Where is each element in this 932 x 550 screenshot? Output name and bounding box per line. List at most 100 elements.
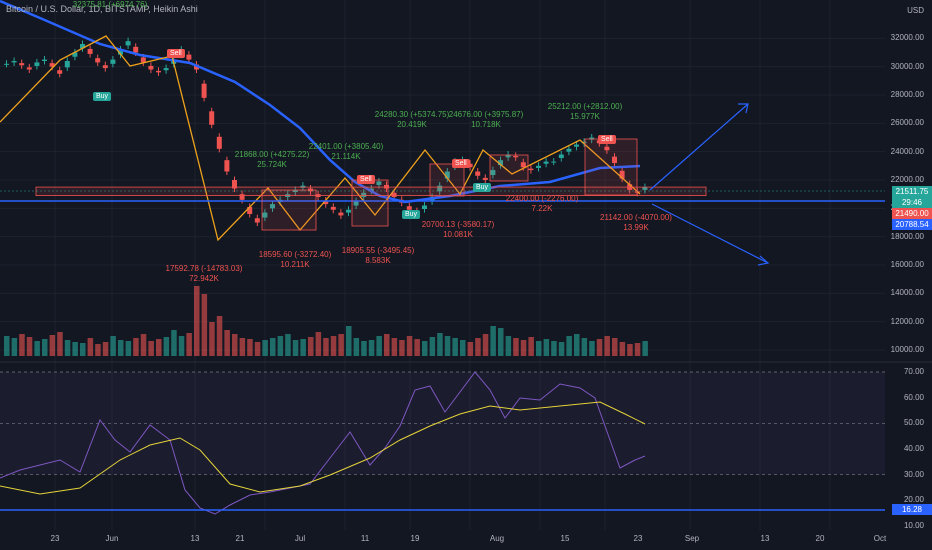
pattern-box (584, 138, 638, 196)
annotation-line: 25212.00 (+2812.00) (547, 102, 623, 111)
volume-bar (72, 342, 78, 356)
annotation-line: 20700.13 (-3580.17) (421, 220, 495, 229)
volume-bar (406, 336, 413, 356)
annotation-line: 15.977K (570, 112, 600, 121)
candle (581, 141, 587, 144)
volume-bar (194, 286, 200, 356)
volume-bar (551, 341, 557, 356)
sell-signal: Sell (452, 159, 470, 168)
candle (216, 136, 222, 149)
candle (642, 187, 648, 190)
candle (49, 63, 55, 67)
volume-bar (384, 334, 390, 356)
volume-bar (42, 339, 48, 356)
annotation-line: 22401.00 (+3805.40) (308, 142, 384, 151)
volume-bar (140, 334, 147, 356)
trade-annotation: 21142.00 (-4070.00) 13.99K (600, 213, 672, 233)
candle (574, 144, 579, 147)
volume-bar (513, 338, 519, 356)
volume-bar (224, 330, 230, 356)
volume-bar (505, 336, 512, 356)
buy-signal: Buy (473, 183, 492, 192)
volume-bar (520, 340, 527, 356)
volume-bar (361, 341, 367, 356)
candle (558, 154, 564, 159)
volume-bar (429, 337, 436, 356)
candle (232, 180, 237, 189)
volume-bar (4, 336, 10, 356)
annotation-line: 25.724K (257, 160, 287, 169)
candle (87, 48, 93, 54)
volume-bar (49, 335, 56, 356)
volume-bar (498, 328, 504, 356)
trade-annotation: 25212.00 (+2812.00) 15.977K (548, 102, 623, 122)
volume-bar (604, 336, 610, 356)
candle (528, 168, 534, 171)
projection-arrow-up (649, 103, 749, 191)
support-zone (35, 186, 707, 196)
candle (239, 194, 245, 200)
trade-annotation: 24280.30 (+5374.75) 20.419K (375, 110, 450, 130)
volume-bar (558, 342, 565, 356)
candle (118, 49, 123, 55)
annotation-line: 22400.00 (-2276.00) (505, 194, 579, 203)
candle (11, 61, 17, 63)
buy-signal: Buy (402, 210, 421, 219)
candle (551, 161, 557, 163)
candle (102, 65, 108, 69)
sell-signal: Sell (167, 49, 185, 58)
volume-bar (612, 338, 618, 356)
volume-bar (34, 341, 40, 356)
volume-bar (475, 338, 481, 356)
volume-bar (589, 341, 595, 356)
candle (490, 170, 496, 176)
candle (353, 201, 359, 206)
candle (4, 63, 9, 65)
volume-bar (133, 338, 139, 356)
pattern-box (429, 163, 465, 197)
candle (323, 200, 329, 205)
volume-bar (581, 338, 588, 356)
annotation-line: 8.583K (365, 256, 391, 265)
volume-bar (216, 316, 223, 356)
annotation-line: 10.211K (280, 260, 310, 269)
volume-bar (308, 337, 314, 356)
annotation-line: 10.718K (471, 120, 501, 129)
candle (338, 212, 344, 216)
annotation-line: 20.419K (397, 120, 427, 129)
sell-signal: Sell (598, 135, 616, 144)
volume-bar (619, 342, 626, 356)
volume-bar (270, 338, 276, 356)
candle (34, 62, 40, 66)
volume-bar (376, 336, 382, 356)
price-tick-label: 16000.00 (890, 260, 924, 269)
volume-bar (300, 339, 306, 356)
volume-bar (156, 339, 162, 356)
volume-bar (201, 294, 208, 356)
candle (42, 59, 47, 61)
price-tick-label: 18000.00 (890, 231, 924, 241)
trade-annotation: 22401.00 (+3805.40) 21.114K (309, 142, 384, 162)
candle (536, 165, 541, 168)
candle (604, 146, 610, 151)
candle (406, 206, 412, 210)
volume-bar (102, 342, 109, 356)
candle (520, 162, 526, 168)
volume-bar (399, 340, 405, 356)
last-price-badge: 21511.75 (892, 186, 932, 197)
candle (247, 206, 253, 214)
trade-annotation: 22400.00 (-2276.00) 7.22K (506, 194, 579, 214)
volume-bar (292, 340, 299, 356)
trade-annotation: 20700.13 (-3580.17) 10.081K (422, 220, 495, 240)
volume-bar (543, 339, 550, 356)
annotation-line: 21868.00 (+4275.22) (234, 150, 310, 159)
rsi-tick-label: 60.00 (903, 392, 924, 402)
candle (140, 57, 146, 63)
volume-bar (596, 339, 603, 356)
volume-bar (528, 337, 534, 356)
volume-bar (627, 344, 633, 356)
annotation-line: 10.081K (443, 230, 473, 239)
volume-bar (118, 340, 124, 356)
arrow-head (757, 255, 770, 266)
